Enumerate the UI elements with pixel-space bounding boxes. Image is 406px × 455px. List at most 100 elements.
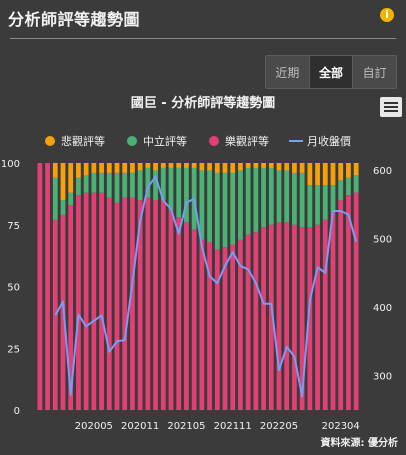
x-tick-label: 202205	[260, 421, 298, 432]
bar-bullish	[91, 193, 96, 410]
bar-neutral	[253, 168, 258, 232]
bar-bullish	[153, 200, 158, 410]
bar-bullish	[277, 222, 282, 410]
bar-neutral	[68, 193, 73, 205]
y-right-tick-label: 300	[373, 372, 392, 383]
bar-neutral	[307, 185, 312, 227]
bar-bullish	[99, 193, 104, 410]
bar-neutral	[184, 168, 189, 222]
bar-bearish	[184, 163, 189, 168]
bar-bearish	[76, 163, 81, 178]
bar-bullish	[145, 198, 150, 410]
bar-neutral	[238, 170, 243, 239]
y-left-tick-label: 75	[7, 221, 20, 232]
bar-bearish	[292, 163, 297, 173]
bar-bearish	[145, 163, 150, 168]
bar-bearish	[122, 163, 127, 173]
bar-neutral	[207, 170, 212, 242]
bar-bearish	[323, 163, 328, 185]
y-right-tick-label: 400	[373, 303, 392, 314]
bar-neutral	[284, 170, 289, 222]
bar-bullish	[261, 227, 266, 410]
legend-label: 中立評等	[143, 134, 187, 148]
bar-bullish	[45, 163, 50, 410]
bar-bearish	[261, 163, 266, 168]
bar-bullish	[184, 222, 189, 410]
bar-bullish	[199, 240, 204, 410]
bar-bullish	[354, 193, 359, 410]
bar-bullish	[292, 225, 297, 410]
bar-bearish	[215, 163, 220, 173]
bar-bullish	[331, 212, 336, 410]
legend-marker	[209, 136, 219, 146]
x-tick-label: 202111	[214, 421, 252, 432]
bar-neutral	[277, 170, 282, 222]
bar-bullish	[315, 225, 320, 410]
bar-neutral	[269, 168, 274, 225]
bar-bearish	[331, 163, 336, 185]
bar-neutral	[261, 168, 266, 227]
bar-bullish	[323, 220, 328, 410]
hamburger-menu-icon[interactable]	[380, 97, 402, 117]
bar-bearish	[161, 163, 166, 168]
x-tick-label: 202105	[167, 421, 205, 432]
bar-bearish	[269, 163, 274, 168]
bar-bearish	[199, 163, 204, 170]
y-left-tick-label: 0	[14, 406, 20, 417]
bar-bearish	[315, 163, 320, 185]
bar-bearish	[284, 163, 289, 170]
bar-bullish	[215, 249, 220, 410]
bar-bearish	[99, 163, 104, 173]
x-tick-label: 202304	[322, 421, 360, 432]
bar-neutral	[323, 185, 328, 220]
bar-bullish	[176, 217, 181, 410]
bar-bullish	[338, 200, 343, 410]
bar-bearish	[91, 163, 96, 173]
bar-bullish	[84, 193, 89, 410]
y-left-tick-label: 100	[1, 159, 20, 170]
bar-bearish	[107, 163, 112, 173]
bar-neutral	[99, 173, 104, 193]
bar-bearish	[68, 163, 73, 193]
bar-bearish	[230, 163, 235, 173]
bar-bearish	[130, 163, 135, 173]
bar-bullish	[284, 222, 289, 410]
bar-bearish	[53, 163, 58, 178]
bar-neutral	[91, 173, 96, 193]
bar-neutral	[246, 168, 251, 235]
bar-neutral	[230, 173, 235, 245]
bar-neutral	[300, 173, 305, 227]
bar-bullish	[107, 198, 112, 410]
chart-title: 國巨 - 分析師評等趨勢圖	[131, 95, 275, 111]
bar-neutral	[130, 173, 135, 198]
bar-bearish	[354, 163, 359, 175]
bar-bullish	[253, 232, 258, 410]
bar-neutral	[61, 200, 66, 215]
bar-bearish	[346, 163, 351, 178]
bar-bearish	[115, 163, 120, 173]
x-tick-label: 202005	[75, 421, 113, 432]
bar-bullish	[161, 200, 166, 410]
bar-neutral	[292, 173, 297, 225]
bar-bearish	[207, 163, 212, 170]
bar-bearish	[300, 163, 305, 173]
bar-bullish	[346, 195, 351, 410]
bar-neutral	[115, 173, 120, 203]
bar-bearish	[153, 163, 158, 170]
bar-bearish	[169, 163, 174, 168]
bar-bearish	[307, 163, 312, 185]
data-source: 資料來源: 優分析	[321, 434, 398, 449]
bar-neutral	[354, 175, 359, 192]
legend-label: 月收盤價	[307, 134, 351, 148]
bar-bullish	[169, 210, 174, 410]
bar-neutral	[153, 170, 158, 200]
bar-neutral	[199, 170, 204, 239]
bar-bearish	[238, 163, 243, 170]
bar-bullish	[246, 235, 251, 410]
y-left-tick-label: 25	[7, 344, 20, 355]
bar-bearish	[253, 163, 258, 168]
bar-neutral	[315, 185, 320, 225]
bar-bullish	[230, 245, 235, 410]
bar-neutral	[346, 178, 351, 195]
